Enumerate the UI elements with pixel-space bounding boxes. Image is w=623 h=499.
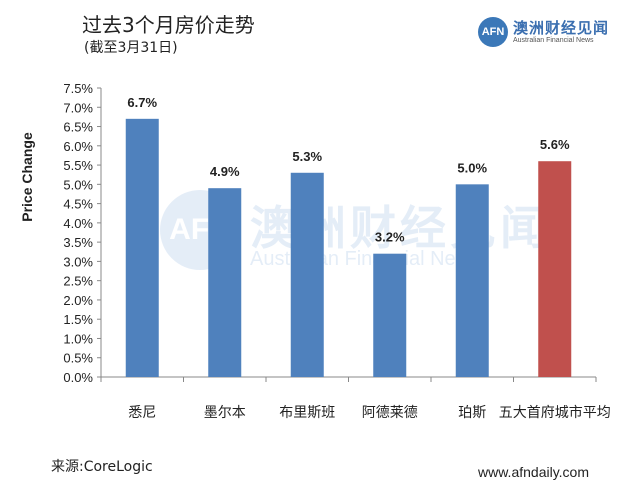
afn-logo-mark: AFN: [478, 17, 508, 47]
y-axis: 0.0% 0.5% 1.0% 1.5% 2.0% 2.5% 3.0% 3.5% 4.0% 4.5%…: [63, 81, 102, 385]
y-tick-label: 2.5%: [63, 274, 93, 289]
y-tick-label: 7.5%: [63, 81, 93, 96]
y-tick-label: 2.0%: [63, 293, 93, 308]
category-label: 悉尼: [128, 405, 156, 421]
y-tick-label: 4.5%: [63, 197, 93, 212]
data-label: 3.2%: [375, 230, 405, 245]
bar: [208, 188, 242, 377]
data-label: 5.0%: [457, 160, 487, 175]
category-label: 阿德莱德: [362, 405, 418, 421]
chart-title: 过去3个月房价走势: [82, 13, 255, 37]
y-tick-label: 5.5%: [63, 158, 93, 173]
category-label: 布里斯班: [279, 405, 335, 421]
bar: [125, 118, 159, 378]
y-tick-label: 1.0%: [63, 331, 93, 346]
y-tick-label: 4.0%: [63, 216, 93, 231]
bar-series: [125, 118, 572, 378]
category-label: 墨尔本: [204, 405, 246, 421]
bar: [538, 161, 572, 377]
data-label: 6.7%: [127, 95, 157, 110]
source-note: 来源:CoreLogic: [51, 459, 153, 475]
category-labels: 悉尼 墨尔本 布里斯班 阿德莱德 珀斯 五大首府城市平均: [128, 404, 611, 421]
data-label: 5.6%: [540, 137, 570, 152]
bar: [373, 253, 407, 377]
y-tick-label: 6.5%: [63, 120, 93, 135]
bar: [455, 184, 489, 377]
chart-subtitle: (截至3月31日): [84, 40, 178, 56]
website-link[interactable]: www.afndaily.com: [478, 464, 590, 480]
y-tick-label: 7.0%: [63, 100, 93, 115]
y-tick-label: 3.5%: [63, 235, 93, 250]
y-tick-label: 0.0%: [63, 370, 93, 385]
y-tick-label: 6.0%: [63, 139, 93, 154]
logo-name-cn: 澳洲财经见闻: [513, 19, 610, 37]
y-tick-label: 0.5%: [63, 351, 93, 366]
y-tick-label: 3.0%: [63, 254, 93, 269]
data-labels: 6.7% 4.9% 5.3% 3.2% 5.0% 5.6%: [127, 95, 570, 245]
data-label: 4.9%: [210, 164, 240, 179]
logo-name-en: Australian Financial News: [513, 37, 594, 44]
category-label: 珀斯: [458, 405, 486, 421]
bar: [290, 172, 324, 377]
y-tick-label: 5.0%: [63, 177, 93, 192]
data-label: 5.3%: [292, 149, 322, 164]
x-axis: [100, 376, 597, 382]
y-tick-label: 1.5%: [63, 312, 93, 327]
category-label: 五大首府城市平均: [499, 404, 611, 421]
afn-logo: AFN 澳洲财经见闻 Australian Financial News: [478, 17, 608, 49]
